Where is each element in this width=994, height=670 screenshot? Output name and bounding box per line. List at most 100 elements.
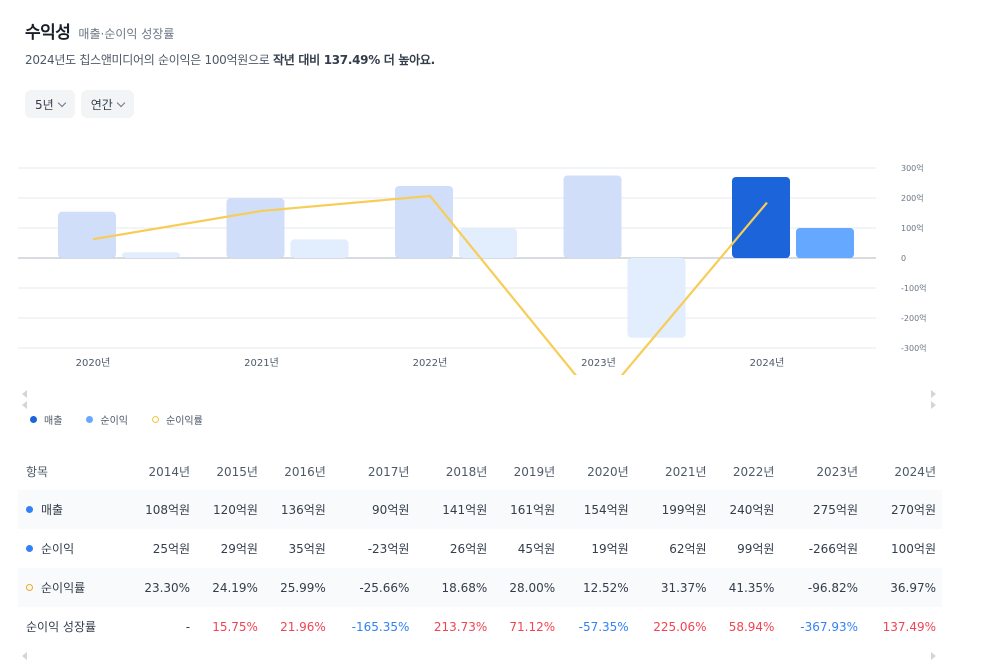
table-cell: 45억원: [517, 542, 556, 556]
row-label-cell: 매출: [18, 490, 129, 529]
table-cell: 41.35%: [712, 568, 781, 607]
frequency-dropdown[interactable]: 연간: [80, 90, 134, 118]
summary-text: 2024년도 칩스앤미디어의 순이익은 100억원으로 작년 대비 137.49…: [25, 51, 435, 68]
y-tick-label: -100억: [901, 283, 927, 293]
table-cell: 141억원: [415, 490, 494, 529]
revenue-bar: [58, 211, 116, 258]
table-cell: -25.66%: [331, 568, 416, 607]
legend-label-revenue: 매출: [44, 416, 63, 427]
chart-scroll-left-icon[interactable]: [22, 390, 27, 398]
column-header-year: 2014년: [148, 464, 191, 479]
y-tick-label: 100억: [901, 223, 924, 233]
table-cell: 58.94%: [728, 619, 775, 634]
y-tick-label: 300억: [901, 163, 924, 173]
row-dot-icon: [26, 506, 33, 513]
table-cell: 25억원: [152, 542, 191, 556]
table-row: 매출 108억원 120억원 136억원 90억원 141억원 161억원 154억원 199억…: [18, 490, 942, 529]
table-cell: 108억원: [128, 490, 197, 529]
table-cell: 225.06%: [653, 619, 707, 634]
x-tick-label: 2020년: [76, 357, 111, 369]
column-header-year: 2023년: [816, 464, 859, 479]
y-tick-label: -200억: [901, 313, 927, 323]
table-cell: 25.99%: [263, 568, 332, 607]
summary-highlight: 작년 대비 137.49% 더 높아요.: [272, 53, 435, 67]
table-cell: 71.12%: [509, 619, 556, 634]
table-cell: 26억원: [449, 542, 488, 556]
table-cell: 21.96%: [280, 619, 326, 634]
chart-scroll-left-icon-2[interactable]: [22, 401, 27, 409]
table-cell: -57.35%: [578, 619, 629, 634]
table-row: 순이익 25억원 29억원 35억원 -23억원 26억원 45억원 19억원 62억원 99억원…: [18, 529, 942, 568]
column-header-year: 2015년: [216, 464, 258, 479]
revenue-bar: [226, 198, 285, 258]
column-header-item: 항목: [26, 464, 49, 479]
financial-table: 항목 2014년 2015년 2016년 2017년 2018년 2019년 2020년 20…: [18, 452, 942, 646]
y-tick-label: 200억: [901, 193, 924, 203]
table-cell: 29억원: [220, 542, 258, 556]
table-scroll-right-icon[interactable]: [931, 652, 936, 660]
legend-label-profit: 순이익: [100, 416, 129, 427]
table-cell: -23억원: [367, 542, 410, 556]
table-scroll-left-icon[interactable]: [22, 652, 27, 660]
legend-item-profit: 순이익: [86, 412, 128, 427]
table-cell: 23.30%: [128, 568, 197, 607]
table-cell: -367.93%: [800, 619, 859, 634]
x-tick-label: 2023년: [581, 357, 616, 369]
table-cell: 270억원: [864, 490, 942, 529]
table-cell: -: [185, 619, 191, 634]
profit-bar: [796, 228, 854, 258]
row-label-cell: 순이익 성장률: [18, 607, 128, 646]
section-subtitle: 매출·순이익 성장률: [78, 27, 175, 41]
column-header-year: 2024년: [894, 464, 936, 479]
row-label: 순이익 성장률: [26, 620, 97, 634]
table-cell: 12.52%: [561, 568, 635, 607]
table-cell: 99억원: [737, 542, 775, 556]
legend-item-rate: 순이익률: [152, 412, 203, 427]
table-cell: 137.49%: [882, 619, 936, 634]
table-cell: 154억원: [561, 490, 635, 529]
column-header-year: 2017년: [367, 464, 410, 479]
table-cell: 62억원: [669, 542, 707, 556]
column-header-year: 2019년: [513, 464, 556, 479]
table-cell: 120억원: [196, 490, 264, 529]
legend-label-rate: 순이익률: [166, 416, 203, 427]
table-row: 순이익률 23.30% 24.19% 25.99% -25.66% 18.68% 28.00…: [18, 568, 942, 607]
profit-dot-icon: [86, 416, 94, 423]
column-header-year: 2022년: [732, 464, 775, 479]
table-cell: -165.35%: [351, 619, 410, 634]
y-tick-label: 0: [901, 254, 906, 263]
section-header: 수익성 매출·순이익 성장률: [25, 18, 174, 43]
table-cell: 90억원: [331, 490, 416, 529]
table-cell: 161억원: [493, 490, 562, 529]
table-cell: 100억원: [891, 542, 936, 556]
column-header-year: 2021년: [664, 464, 707, 479]
summary-prefix: 2024년도 칩스앤미디어의 순이익은 100억원으로: [25, 53, 273, 67]
table-cell: 24.19%: [196, 568, 264, 607]
row-label-cell: 순이익률: [18, 568, 129, 607]
revenue-bar: [732, 177, 790, 258]
row-label: 매출: [41, 503, 64, 517]
profit-bar: [290, 239, 349, 258]
x-tick-label: 2021년: [244, 357, 279, 369]
period-label: 5년: [35, 97, 54, 112]
table-header-row: 항목 2014년 2015년 2016년 2017년 2018년 2019년 2020년 20…: [18, 452, 942, 490]
profit-bar: [627, 258, 686, 338]
chart-scroll-right-icon-2[interactable]: [931, 401, 936, 409]
profit-bar: [122, 252, 180, 258]
table-cell: 18.68%: [415, 568, 494, 607]
column-header-year: 2018년: [445, 464, 488, 479]
row-label: 순이익률: [41, 581, 86, 595]
chart-scroll-right-icon[interactable]: [931, 390, 936, 398]
revenue-bar: [395, 186, 453, 258]
table-row: 순이익 성장률 - 15.75% 21.96% -165.35% 213.73% 71.12…: [18, 607, 942, 646]
table-cell: -266억원: [808, 542, 859, 556]
y-tick-label: -300억: [901, 343, 927, 353]
table-cell: 275억원: [780, 490, 865, 529]
frequency-label: 연간: [90, 97, 113, 112]
table-cell: 213.73%: [433, 619, 488, 634]
period-dropdown[interactable]: 5년: [25, 90, 75, 118]
row-label: 순이익: [41, 542, 75, 556]
table-cell: 15.75%: [212, 619, 258, 634]
table-cell: 35억원: [288, 542, 326, 556]
table-cell: 36.97%: [864, 568, 942, 607]
